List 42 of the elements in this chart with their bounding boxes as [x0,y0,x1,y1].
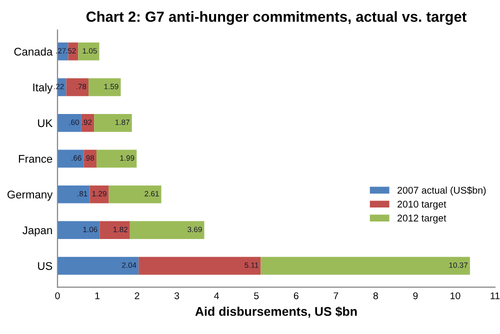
x-tick-label: 11 [490,292,500,300]
bar [90,185,109,204]
bar [58,114,82,132]
x-tick-label: 8 [373,292,378,300]
chart-title: Chart 2: G7 anti-hunger commitments, actual vs. target [86,11,467,25]
bar [88,78,121,96]
y-tick-label: Italy [33,83,53,94]
bar [260,256,470,275]
bar [58,256,139,275]
bar [94,114,132,132]
x-tick-label: 9 [413,292,418,300]
legend-label: 2007 actual (US$bn) [398,186,486,196]
x-tick-label: 5 [254,292,259,300]
bar [58,221,100,240]
bar [130,221,204,240]
x-tick-label: 2 [134,292,140,300]
x-tick-label: 10 [450,292,460,300]
bar [78,42,100,60]
y-tick-label: US [38,262,52,270]
legend-label: 2012 target [398,214,446,224]
bar [108,185,162,204]
y-tick-label: France [18,155,52,163]
y-tick-label: Japan [22,226,52,236]
x-axis-title: Aid disbursements, US $bn [195,306,357,318]
x-tick-label: 0 [55,292,60,300]
y-tick-label: Canada [14,47,53,56]
x-tick-label: 1 [95,292,100,300]
bar [84,150,96,168]
y-tick-label: Germany [8,190,53,201]
bar [58,185,90,204]
x-tick-label: 6 [294,292,298,300]
bar [100,221,130,240]
bar [138,256,261,275]
x-tick-label: 7 [334,292,338,300]
y-tick-label: UK [38,119,53,128]
x-tick-label: 4 [214,292,220,300]
bar [66,78,89,96]
x-tick-label: 3 [174,292,180,300]
bar [58,150,84,168]
bar [81,114,94,132]
legend-label: 2010 target [398,200,446,210]
bar [96,150,137,168]
